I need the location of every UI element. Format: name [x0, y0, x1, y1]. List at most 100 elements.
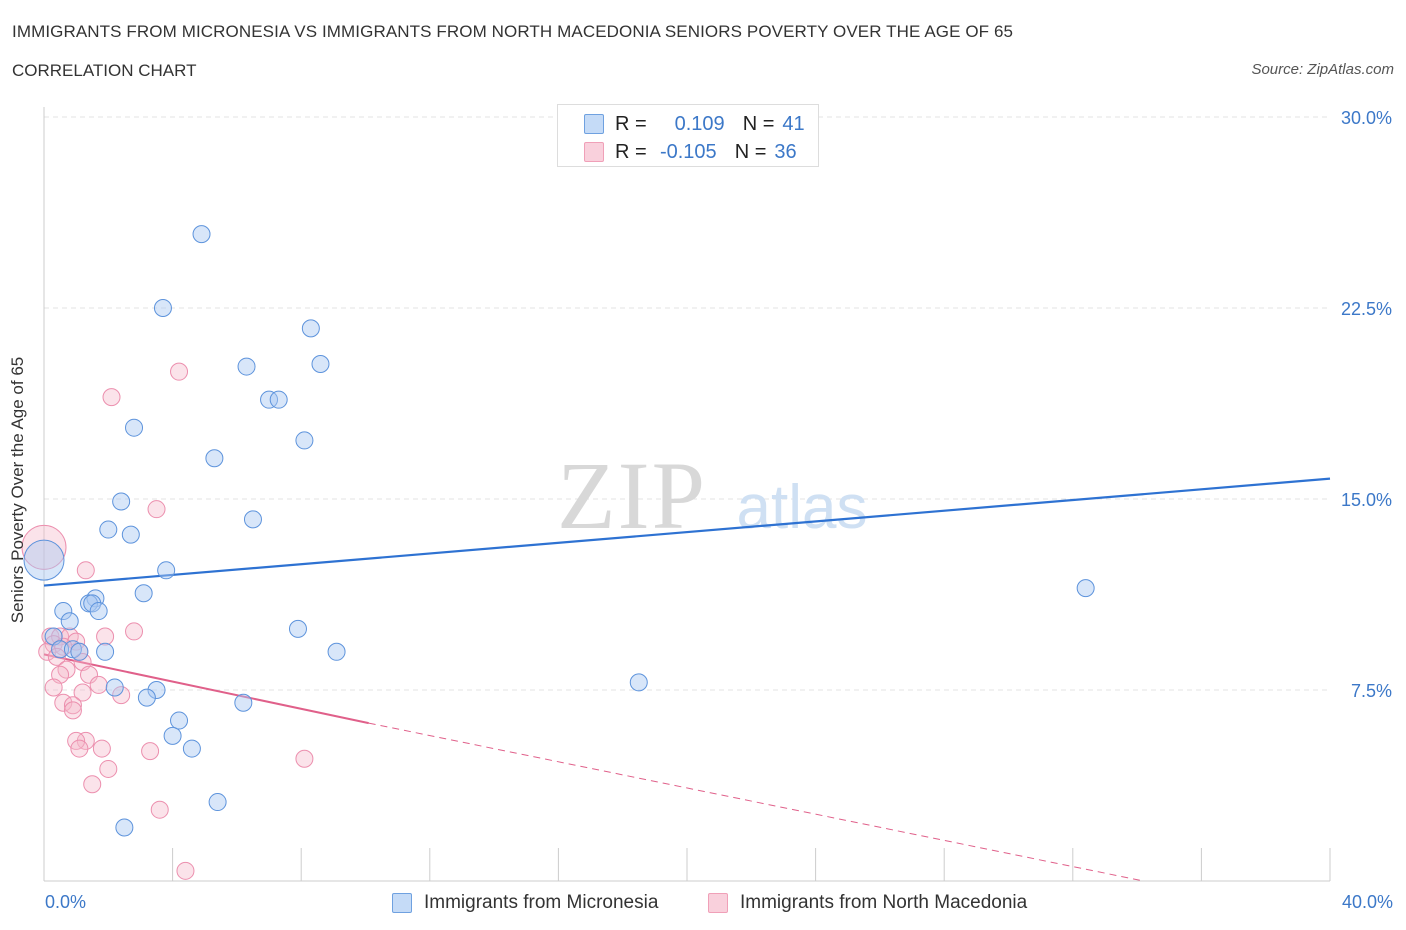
legend-r-label: R =: [615, 140, 647, 163]
data-point-micronesia: [182, 739, 201, 758]
trend-line-macedonia-extension: [368, 722, 1144, 882]
series-label-micronesia: Immigrants from Micronesia: [424, 892, 659, 913]
data-point-micronesia: [163, 726, 182, 745]
series-label-macedonia: Immigrants from North Macedonia: [740, 892, 1028, 913]
data-point-micronesia: [234, 693, 253, 712]
gridlines: [44, 116, 1330, 691]
legend-n-label: N =: [742, 112, 775, 135]
data-point-micronesia: [121, 525, 140, 544]
y-tick-label: 7.5%: [1351, 681, 1392, 701]
data-point-macedonia: [70, 739, 89, 758]
data-point-macedonia: [44, 678, 63, 697]
data-point-micronesia: [89, 602, 108, 621]
y-axis-label: Seniors Poverty Over the Age of 65: [8, 356, 27, 624]
data-point-macedonia: [112, 686, 131, 705]
legend-swatch-macedonia: [584, 142, 604, 162]
data-point-micronesia: [112, 492, 131, 511]
data-point-micronesia: [147, 681, 166, 699]
data-point-micronesia: [629, 673, 648, 692]
data-point-micronesia: [243, 510, 262, 529]
legend-swatch-micronesia: [584, 114, 604, 134]
data-point-micronesia: [60, 612, 79, 631]
data-point-macedonia: [21, 524, 67, 570]
series-legend-micronesia: Immigrants from Micronesia: [392, 889, 658, 917]
data-point-micronesia: [260, 390, 279, 409]
data-point-macedonia: [83, 775, 102, 794]
correlation-legend: R = 0.109 N = 41 R = -0.105 N = 36: [557, 104, 819, 167]
data-point-micronesia: [83, 594, 102, 613]
data-point-macedonia: [150, 800, 169, 819]
watermark: ZIP atlas: [557, 442, 867, 549]
data-point-macedonia: [125, 622, 144, 641]
data-point-macedonia: [99, 759, 118, 778]
data-point-micronesia: [237, 357, 256, 376]
legend-r-value: 0.109: [674, 112, 725, 135]
legend-n-label: N =: [734, 140, 767, 163]
data-point-micronesia: [301, 319, 320, 338]
legend-row-macedonia: R = -0.105 N = 36: [584, 139, 797, 165]
x-tick-label-max: 40.0%: [1342, 892, 1393, 912]
data-point-micronesia: [295, 431, 314, 450]
y-tick-label: 15.0%: [1341, 490, 1392, 510]
data-point-micronesia: [115, 818, 134, 837]
data-point-micronesia: [1076, 579, 1095, 598]
data-point-micronesia: [137, 688, 156, 707]
data-point-micronesia: [170, 711, 189, 730]
data-point-macedonia: [76, 731, 95, 750]
data-point-macedonia: [170, 362, 189, 381]
data-point-macedonia: [96, 627, 115, 646]
legend-r-value: -0.105: [659, 140, 717, 163]
data-point-micronesia: [99, 520, 118, 539]
data-point-micronesia: [192, 225, 211, 244]
data-point-macedonia: [63, 696, 82, 715]
legend-row-micronesia: R = 0.109 N = 41: [584, 111, 805, 137]
series-legend: Immigrants from Micronesia Immigrants fr…: [0, 889, 1406, 917]
data-point-micronesia: [311, 355, 330, 374]
data-point-micronesia: [269, 390, 288, 409]
data-point-macedonia: [141, 742, 160, 761]
data-point-macedonia: [51, 627, 70, 646]
trend-line-micronesia: [43, 477, 1331, 587]
trend-line-macedonia: [43, 653, 369, 725]
axes: [43, 107, 1331, 882]
series-swatch-micronesia: [392, 893, 412, 913]
data-point-micronesia: [105, 678, 124, 697]
tick-labels: 7.5% 15.0% 22.5% 30.0% 0.0% 40.0%: [45, 108, 1393, 912]
data-point-micronesia: [153, 299, 172, 317]
data-point-micronesia: [327, 642, 346, 661]
series-legend-macedonia: Immigrants from North Macedonia: [708, 889, 1027, 917]
data-point-macedonia: [89, 675, 108, 694]
trend-lines: [43, 477, 1331, 882]
data-point-macedonia: [147, 500, 166, 519]
data-point-macedonia: [76, 561, 95, 580]
watermark-atlas: atlas: [737, 473, 868, 542]
data-point-micronesia: [205, 449, 224, 468]
data-point-micronesia: [208, 793, 227, 812]
data-point-micronesia: [23, 539, 65, 581]
source-credit: Source: ZipAtlas.com: [1251, 61, 1394, 78]
data-point-micronesia: [70, 642, 89, 661]
data-point-macedonia: [295, 749, 314, 768]
data-point-macedonia: [176, 861, 195, 880]
data-point-micronesia: [54, 602, 73, 621]
data-point-micronesia: [96, 642, 115, 661]
y-tick-label: 22.5%: [1341, 299, 1392, 319]
data-point-micronesia: [51, 640, 70, 659]
points-micronesia: [23, 225, 1095, 837]
chart-title: IMMIGRANTS FROM MICRONESIA VS IMMIGRANTS…: [12, 22, 1014, 41]
y-tick-label: 30.0%: [1341, 108, 1392, 128]
data-point-micronesia: [134, 584, 153, 603]
data-point-macedonia: [73, 683, 92, 702]
data-point-macedonia: [92, 739, 111, 758]
legend-n-value: 41: [782, 112, 805, 135]
series-swatch-macedonia: [708, 893, 728, 913]
data-point-macedonia: [63, 701, 82, 720]
chart-subtitle: CORRELATION CHART: [12, 61, 197, 80]
data-point-micronesia: [288, 619, 307, 638]
legend-n-value: 36: [774, 140, 797, 163]
data-point-micronesia: [157, 561, 176, 580]
data-point-macedonia: [102, 388, 121, 407]
x-tick-label-min: 0.0%: [45, 892, 86, 912]
legend-r-label: R =: [615, 112, 647, 135]
